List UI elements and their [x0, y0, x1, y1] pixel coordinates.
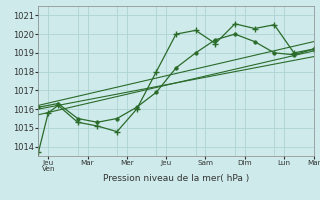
X-axis label: Pression niveau de la mer( hPa ): Pression niveau de la mer( hPa ) [103, 174, 249, 183]
